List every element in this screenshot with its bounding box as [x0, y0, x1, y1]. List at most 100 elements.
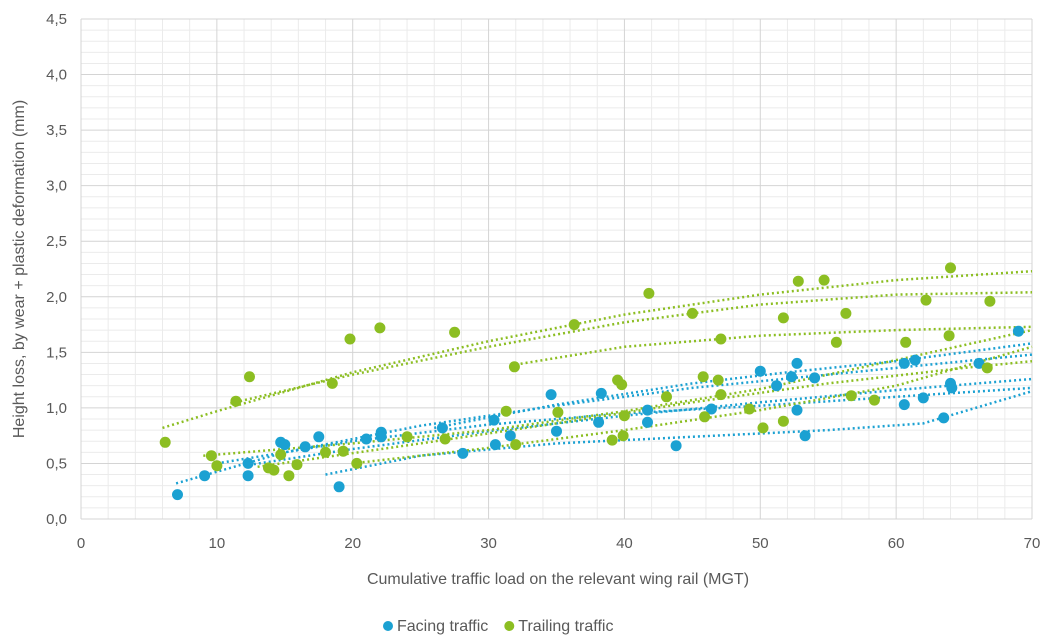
- data-point: [900, 336, 912, 348]
- trendline: [243, 377, 1033, 467]
- y-tick-labels: 0,0 0,5 1,0 1,5 2,0 2,5 3,0 3,5 4,0 4,5: [46, 11, 67, 528]
- data-point: [715, 389, 727, 401]
- data-point: [449, 326, 461, 338]
- data-point: [283, 470, 295, 482]
- data-point: [593, 416, 605, 428]
- data-point: [984, 295, 996, 307]
- data-point: [242, 457, 254, 469]
- data-point: [199, 470, 211, 482]
- data-point: [786, 371, 797, 383]
- x-tick-label: 70: [1024, 535, 1041, 552]
- data-point: [705, 403, 717, 415]
- data-point: [230, 395, 242, 407]
- data-point: [771, 380, 783, 392]
- data-point: [291, 459, 303, 471]
- data-point: [275, 449, 287, 461]
- data-point: [697, 371, 709, 383]
- data-point: [699, 411, 711, 423]
- data-point: [351, 457, 363, 469]
- data-point: [868, 394, 880, 406]
- data-point: [457, 447, 469, 459]
- data-point: [818, 274, 830, 286]
- data-point: [715, 333, 727, 345]
- data-point: [809, 372, 821, 384]
- data-point: [754, 365, 766, 377]
- data-point: [172, 489, 183, 501]
- data-point: [642, 404, 653, 416]
- x-tick-label: 0: [77, 535, 85, 552]
- legend-marker: [504, 621, 515, 631]
- grid-lines: [80, 18, 1033, 520]
- data-point: [777, 312, 789, 324]
- data-point: [920, 294, 932, 306]
- trendline: [325, 390, 1033, 476]
- data-point: [898, 357, 910, 369]
- data-point: [159, 436, 171, 448]
- legend: Facing traffic Trailing traffic: [383, 618, 613, 635]
- data-point: [320, 446, 331, 458]
- data-point: [661, 391, 672, 403]
- data-point: [551, 425, 562, 437]
- data-point: [508, 361, 520, 373]
- data-point: [436, 422, 448, 434]
- data-point: [205, 450, 217, 462]
- data-point: [670, 440, 682, 452]
- data-point: [211, 460, 223, 472]
- data-point: [642, 416, 653, 428]
- data-point: [326, 377, 338, 389]
- data-point: [504, 430, 516, 442]
- data-point: [268, 464, 280, 476]
- data-point: [606, 434, 618, 446]
- data-point: [938, 412, 950, 424]
- y-tick-label: 1,0: [46, 400, 67, 417]
- data-point: [299, 441, 311, 453]
- data-point: [917, 392, 929, 404]
- data-point: [616, 379, 628, 391]
- data-point: [845, 390, 857, 402]
- y-tick-label: 2,5: [46, 233, 67, 250]
- x-tick-label: 40: [616, 535, 633, 552]
- data-points: [159, 262, 1024, 501]
- data-point: [799, 430, 811, 442]
- data-point: [757, 422, 769, 434]
- y-tick-label: 0,0: [46, 511, 67, 528]
- data-point: [401, 431, 413, 443]
- x-tick-labels: 0 10 20 30 40 50 60 70: [77, 535, 1041, 552]
- x-axis-title: Cumulative traffic load on the relevant …: [367, 571, 749, 588]
- data-point: [617, 430, 629, 442]
- data-point: [489, 439, 501, 451]
- data-point: [510, 439, 522, 451]
- y-tick-label: 3,5: [46, 122, 67, 139]
- data-point: [981, 362, 993, 374]
- data-point: [686, 307, 698, 319]
- data-point: [830, 336, 842, 348]
- data-point: [242, 470, 254, 482]
- y-tick-label: 1,5: [46, 344, 67, 361]
- data-point: [552, 406, 564, 418]
- data-point: [344, 333, 356, 345]
- data-point: [792, 275, 804, 287]
- legend-marker: [383, 621, 393, 631]
- data-point: [374, 322, 386, 334]
- x-tick-label: 10: [209, 535, 226, 552]
- data-point: [545, 389, 557, 401]
- data-point: [500, 405, 512, 417]
- data-point: [973, 357, 985, 369]
- x-tick-label: 30: [480, 535, 497, 552]
- data-point: [945, 262, 956, 274]
- data-point: [618, 410, 630, 422]
- data-point: [643, 287, 655, 299]
- data-point: [333, 481, 345, 493]
- data-point: [840, 307, 852, 319]
- y-tick-label: 0,5: [46, 455, 67, 472]
- data-point: [791, 404, 803, 416]
- trendline: [352, 345, 1033, 465]
- data-point: [279, 439, 291, 451]
- data-point: [313, 431, 325, 443]
- data-point: [943, 330, 955, 342]
- data-point: [360, 433, 372, 445]
- x-tick-label: 60: [888, 535, 905, 552]
- trendline: [203, 328, 1033, 457]
- data-point: [909, 354, 921, 366]
- y-tick-label: 2,0: [46, 289, 67, 306]
